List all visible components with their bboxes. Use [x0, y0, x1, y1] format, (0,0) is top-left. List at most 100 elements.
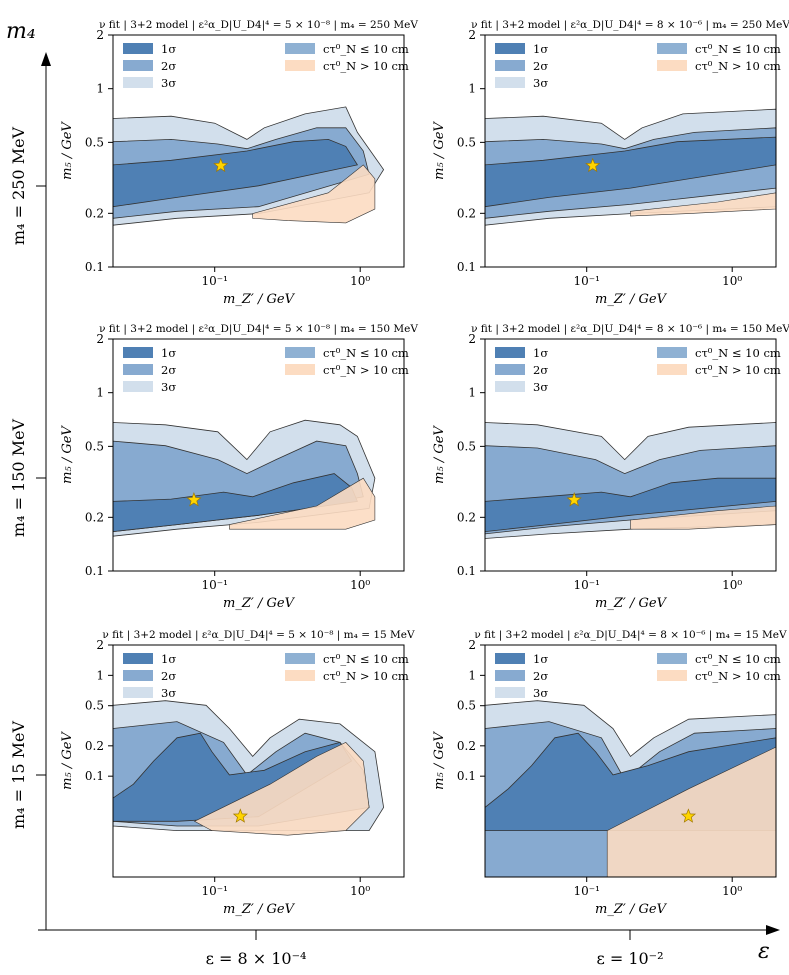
legend-label: cτ⁰_N ≤ 10 cm [695, 652, 781, 666]
y-tick-label: 0.5 [85, 135, 104, 149]
legend-swatch [285, 60, 315, 71]
legend-label: 2σ [533, 669, 548, 683]
y-tick-label: 2 [96, 332, 104, 346]
panel-2: 10⁻¹ 10⁰ 0.1 0.2 0.5 1 2ν fit | 3+2 model | ε²… [432, 19, 789, 307]
y-tick-label: 0.2 [457, 510, 476, 524]
y-axis-label: m₅ / GeV [432, 425, 447, 484]
legend-label: 3σ [533, 76, 548, 90]
x-tick-label: 10⁰ [350, 274, 370, 288]
panel-3: 10⁻¹ 10⁰ 0.1 0.2 0.5 1 2ν fit | 3+2 model | ε²… [60, 323, 418, 611]
panel-title: ν fit | 3+2 model | ε²α_D|U_D4|⁴ = 5 × 1… [102, 629, 415, 642]
col-label-eps-small: ε = 8 × 10⁻⁴ [206, 949, 307, 968]
x-tick-label: 10⁻¹ [573, 578, 599, 592]
legend-label: 1σ [161, 42, 176, 56]
legend-swatch [495, 60, 525, 71]
y-tick-label: 2 [96, 28, 104, 42]
legend-swatch [123, 653, 153, 664]
legend-label: cτ⁰_N > 10 cm [695, 363, 781, 377]
legend-swatch [495, 77, 525, 88]
y-tick-label: 0.5 [85, 699, 104, 713]
legend-label: 1σ [161, 346, 176, 360]
legend-label: 3σ [533, 686, 548, 700]
region-1sigma [485, 136, 776, 208]
x-tick-label: 10⁻¹ [573, 274, 599, 288]
y-tick-label: 0.2 [85, 206, 104, 220]
legend-label: cτ⁰_N > 10 cm [323, 59, 409, 73]
legend-swatch [657, 43, 687, 54]
best-fit-star [585, 157, 601, 173]
y-axis-label: m₅ / GeV [60, 121, 75, 180]
legend-swatch [495, 670, 525, 681]
legend-swatch [285, 364, 315, 375]
legend-label: cτ⁰_N ≤ 10 cm [695, 346, 781, 360]
y-axis-label: m₅ / GeV [60, 425, 75, 484]
x-tick-label: 10⁻¹ [201, 274, 227, 288]
legend-label: cτ⁰_N ≤ 10 cm [323, 652, 409, 666]
legend-label: cτ⁰_N > 10 cm [323, 363, 409, 377]
legend-label: 1σ [533, 346, 548, 360]
legend-swatch [657, 347, 687, 358]
y-tick-label: 0.5 [85, 439, 104, 453]
legend-swatch [657, 364, 687, 375]
panel-title: ν fit | 3+2 model | ε²α_D|U_D4|⁴ = 8 × 1… [471, 323, 789, 336]
y-tick-label: 0.2 [85, 510, 104, 524]
y-tick-label: 0.1 [457, 769, 476, 783]
region-long-lifetime [606, 746, 776, 877]
legend-swatch [657, 670, 687, 681]
legend-label: cτ⁰_N > 10 cm [695, 59, 781, 73]
panel-1: 10⁻¹ 10⁰ 0.1 0.2 0.5 1 2ν fit | 3+2 model | ε²… [60, 19, 418, 307]
x-axis-label: m_Z′ / GeV [223, 292, 296, 307]
axes-frame [484, 34, 777, 268]
y-tick-label: 0.2 [85, 739, 104, 753]
y-tick-label: 2 [96, 638, 104, 652]
legend-swatch [495, 347, 525, 358]
y-tick-label: 1 [468, 386, 476, 400]
row-axis-label: m₄ [6, 19, 36, 44]
y-tick-label: 1 [96, 82, 104, 96]
y-tick-label: 0.1 [85, 564, 104, 578]
x-tick-label: 10⁰ [350, 884, 370, 898]
x-axis-label: m_Z′ / GeV [223, 596, 296, 611]
legend-swatch [123, 381, 153, 392]
y-tick-label: 1 [96, 386, 104, 400]
region-long-lifetime [252, 164, 376, 224]
legend-swatch [495, 653, 525, 664]
y-tick-label: 2 [468, 28, 476, 42]
x-tick-label: 10⁰ [722, 578, 742, 592]
legend-swatch [657, 653, 687, 664]
plot-area [113, 700, 385, 836]
panel-title: ν fit | 3+2 model | ε²α_D|U_D4|⁴ = 8 × 1… [474, 629, 787, 642]
legend-swatch [495, 43, 525, 54]
col-label-eps-large: ε = 10⁻² [596, 949, 663, 968]
legend-swatch [123, 43, 153, 54]
x-tick-label: 10⁰ [722, 274, 742, 288]
legend-swatch [285, 43, 315, 54]
best-fit-star [680, 808, 697, 823]
legend-swatch [285, 347, 315, 358]
legend-swatch [495, 687, 525, 698]
legend-label: cτ⁰_N ≤ 10 cm [323, 346, 409, 360]
legend-label: cτ⁰_N > 10 cm [695, 669, 781, 683]
plot-area [485, 700, 776, 877]
y-tick-label: 0.2 [457, 206, 476, 220]
axes-frame [112, 644, 405, 878]
row-label-15: m₄ = 15 MeV [9, 721, 28, 829]
y-tick-label: 0.1 [457, 260, 476, 274]
legend-label: 3σ [161, 380, 176, 394]
panel-title: ν fit | 3+2 model | ε²α_D|U_D4|⁴ = 8 × 1… [471, 19, 789, 32]
x-tick-label: 10⁰ [350, 578, 370, 592]
legend-label: 2σ [533, 363, 548, 377]
legend-label: 3σ [161, 686, 176, 700]
x-axis-label: m_Z′ / GeV [595, 902, 668, 917]
legend-swatch [123, 670, 153, 681]
region-long-lifetime [229, 477, 376, 530]
legend-swatch [495, 381, 525, 392]
y-tick-label: 0.1 [85, 769, 104, 783]
legend-swatch [123, 364, 153, 375]
y-tick-label: 0.2 [457, 739, 476, 753]
y-tick-label: 1 [468, 82, 476, 96]
y-axis-label: m₅ / GeV [432, 731, 447, 790]
region-1sigma [113, 732, 353, 822]
y-tick-label: 0.1 [85, 260, 104, 274]
